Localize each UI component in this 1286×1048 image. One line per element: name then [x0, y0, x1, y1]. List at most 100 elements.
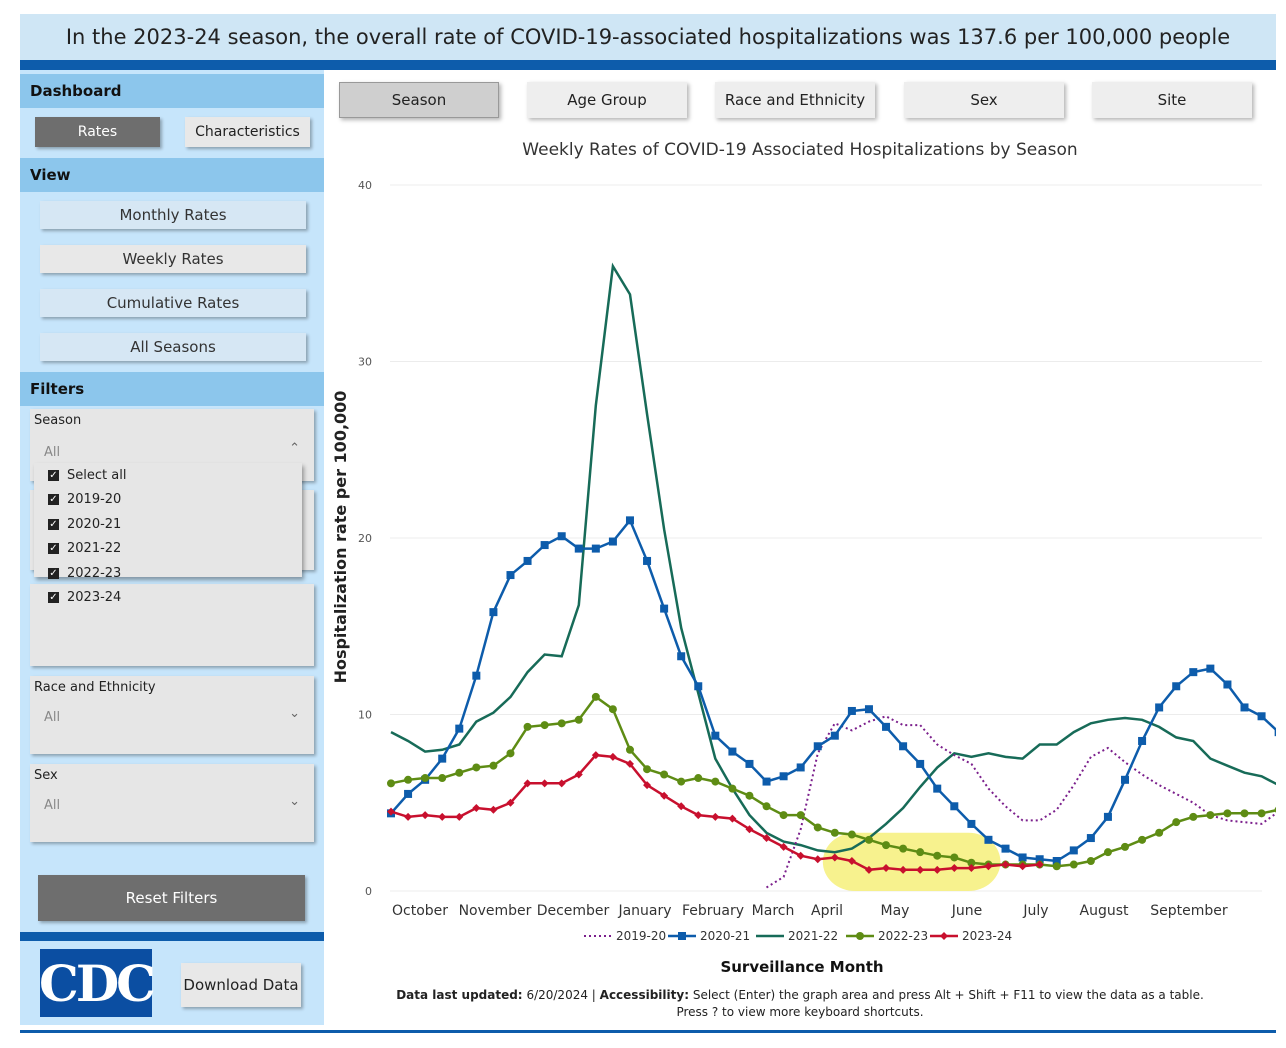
chart-series[interactable] [387, 262, 1277, 889]
chart-gridlines [390, 184, 1262, 892]
series-line [390, 517, 1276, 863]
x-tick-label: December [537, 903, 610, 919]
data-point [489, 805, 498, 814]
data-point [1155, 828, 1164, 837]
data-point [1069, 860, 1078, 869]
data-point [950, 802, 959, 811]
data-point [472, 671, 481, 680]
data-point [864, 865, 873, 874]
characteristics-button[interactable]: Characteristics [185, 117, 310, 147]
data-point [540, 721, 549, 730]
y-axis-ticks: 0 10 20 30 40 [358, 179, 372, 898]
data-point [916, 759, 925, 768]
tab-race-ethnicity[interactable]: Race and Ethnicity [715, 82, 875, 118]
data-point [677, 652, 686, 661]
tab-sex[interactable]: Sex [904, 82, 1064, 118]
data-point [728, 814, 737, 823]
x-tick-label: July [1022, 903, 1048, 919]
data-point [1035, 855, 1044, 864]
all-seasons-button[interactable]: All Seasons [40, 333, 306, 361]
data-point [506, 798, 515, 807]
season-option-2020-21[interactable]: ✓ 2020-21 [34, 512, 302, 537]
y-tick-label: 30 [358, 356, 372, 369]
data-point [1257, 712, 1266, 721]
chart-highlight [822, 832, 1001, 891]
data-point [557, 719, 566, 728]
data-point [643, 781, 652, 790]
data-point [830, 828, 839, 837]
y-tick-label: 20 [358, 532, 372, 545]
data-point [694, 774, 703, 783]
checkbox-checked-icon[interactable]: ✓ [48, 567, 59, 579]
checkbox-checked-icon[interactable]: ✓ [48, 494, 59, 506]
data-point [404, 812, 413, 821]
season-dropdown-list[interactable]: ✓ Select all ✓ 2019-20 ✓ 2020-21 ✓ 2021-22 ✓… [34, 463, 302, 605]
data-point [864, 705, 873, 714]
monthly-rates-button[interactable]: Monthly Rates [40, 201, 306, 229]
data-point [540, 779, 549, 788]
cumulative-rates-button[interactable]: Cumulative Rates [40, 289, 306, 317]
x-axis-label: Surveillance Month [720, 958, 883, 976]
season-option-2019-20[interactable]: ✓ 2019-20 [34, 488, 302, 513]
checkbox-checked-icon[interactable]: ✓ [48, 543, 59, 555]
data-point [574, 770, 583, 779]
series-2020-21[interactable] [387, 516, 1276, 865]
banner-divider [20, 60, 1276, 70]
race-filter[interactable]: Race and Ethnicity All ⌄ [30, 676, 314, 754]
x-tick-label: June [951, 903, 983, 919]
x-tick-label: September [1150, 903, 1228, 919]
x-tick-label: January [617, 903, 671, 919]
series-2023-24[interactable] [387, 751, 1044, 874]
data-point [387, 807, 395, 816]
data-point [404, 775, 413, 784]
filter-box-3[interactable] [30, 584, 314, 666]
legend-label: 2019-20 [616, 929, 666, 943]
season-option-select-all[interactable]: ✓ Select all [34, 463, 302, 488]
chart-legend[interactable]: 2019-20 2020-21 2021-22 2022-23 2023-24 [584, 929, 1012, 943]
legend-item[interactable]: 2023-24 [930, 929, 1012, 943]
legend-item[interactable]: 2019-20 [584, 929, 666, 943]
y-axis-label: Hospitalization rate per 100,000 [331, 391, 350, 684]
data-point [660, 791, 669, 800]
tab-season[interactable]: Season [339, 82, 499, 118]
season-option-2021-22[interactable]: ✓ 2021-22 [34, 537, 302, 562]
season-option-label: 2020-21 [67, 516, 122, 532]
data-point [1121, 775, 1130, 784]
season-option-2023-24[interactable]: ✓ 2023-24 [34, 586, 302, 611]
season-option-2022-23[interactable]: ✓ 2022-23 [34, 561, 302, 586]
legend-item[interactable]: 2020-21 [668, 929, 750, 943]
weekly-rates-button[interactable]: Weekly Rates [40, 245, 306, 273]
data-point [847, 706, 856, 715]
season-filter-value: All [44, 445, 61, 460]
rates-button[interactable]: Rates [35, 117, 160, 147]
data-point [1138, 736, 1147, 745]
data-point [1155, 703, 1164, 712]
series-2019-20[interactable] [765, 715, 1277, 889]
data-point [455, 724, 464, 733]
series-2022-23[interactable] [387, 692, 1276, 871]
legend-item[interactable]: 2021-22 [756, 929, 838, 943]
weekly-rates-chart[interactable]: 0 10 20 30 40 October November December January… [326, 165, 1276, 985]
tab-age-group[interactable]: Age Group [527, 82, 687, 118]
tab-site[interactable]: Site [1092, 82, 1252, 118]
data-point [591, 692, 600, 701]
legend-item[interactable]: 2022-23 [846, 929, 928, 943]
series-2021-22[interactable] [390, 262, 1276, 854]
chevron-down-icon[interactable]: ⌄ [289, 794, 300, 809]
sex-filter[interactable]: Sex All ⌄ [30, 764, 314, 842]
data-point [1018, 853, 1027, 862]
download-data-button[interactable]: Download Data [181, 963, 301, 1007]
data-point [728, 747, 737, 756]
season-option-label: 2021-22 [67, 541, 122, 557]
checkbox-checked-icon[interactable]: ✓ [48, 469, 59, 481]
season-option-label: 2022-23 [67, 565, 122, 581]
data-point [625, 745, 634, 754]
checkbox-checked-icon[interactable]: ✓ [48, 592, 59, 604]
data-point [779, 842, 788, 851]
chevron-down-icon[interactable]: ⌄ [289, 706, 300, 721]
legend-marker [940, 932, 948, 940]
chevron-up-icon[interactable]: ⌃ [289, 441, 300, 456]
data-point [1001, 844, 1010, 853]
checkbox-checked-icon[interactable]: ✓ [48, 518, 59, 530]
reset-filters-button[interactable]: Reset Filters [38, 875, 305, 921]
